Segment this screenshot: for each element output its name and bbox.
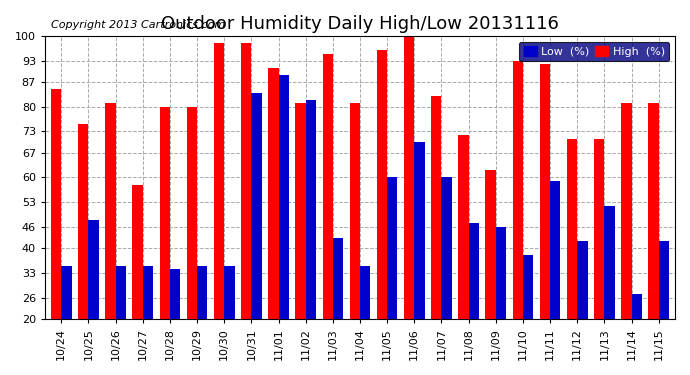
Bar [159,107,170,375]
Bar [224,266,235,375]
Bar [540,64,550,375]
Bar [116,266,126,375]
Bar [621,103,631,375]
Bar [51,89,61,375]
Bar [268,68,279,375]
Bar [170,270,180,375]
Bar [214,43,224,375]
Bar [513,61,523,375]
Bar [251,93,262,375]
Bar [649,103,659,375]
Bar [350,103,360,375]
Bar [78,124,88,375]
Bar [567,138,578,375]
Bar [458,135,469,375]
Bar [241,43,251,375]
Bar [387,177,397,375]
Bar [187,107,197,375]
Bar [414,142,424,375]
Bar [197,266,208,375]
Bar [523,255,533,375]
Bar [404,36,414,375]
Bar [594,138,604,375]
Bar [550,181,560,375]
Bar [132,184,143,375]
Bar [631,294,642,375]
Bar [61,266,72,375]
Bar [360,266,371,375]
Bar [578,241,588,375]
Bar [496,227,506,375]
Text: Copyright 2013 Cartronics.com: Copyright 2013 Cartronics.com [51,20,226,30]
Title: Outdoor Humidity Daily High/Low 20131116: Outdoor Humidity Daily High/Low 20131116 [161,15,559,33]
Bar [106,103,116,375]
Bar [486,170,496,375]
Bar [659,241,669,375]
Bar [88,220,99,375]
Bar [279,75,289,375]
Legend: Low  (%), High  (%): Low (%), High (%) [519,42,669,61]
Bar [431,96,442,375]
Bar [469,224,479,375]
Bar [322,54,333,375]
Bar [442,177,452,375]
Bar [306,100,316,375]
Bar [295,103,306,375]
Bar [333,238,343,375]
Bar [377,50,387,375]
Bar [604,206,615,375]
Bar [143,266,153,375]
